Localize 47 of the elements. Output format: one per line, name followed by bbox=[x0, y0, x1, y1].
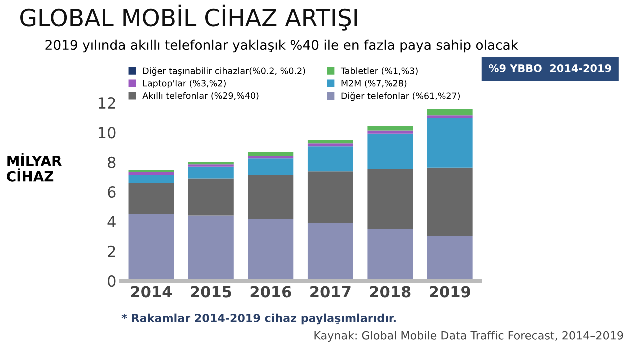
bar bbox=[188, 162, 234, 165]
y-tick-label: 6 bbox=[108, 186, 116, 198]
legend-label: Akıllı telefonlar (%29,%40) bbox=[142, 92, 259, 100]
chart-title: GLOBAL MOBİL CİHAZ ARTIŞI bbox=[20, 4, 358, 31]
text: * Rakamlar 2014-2019 cihaz paylaşımlarıdır. bbox=[122, 314, 396, 325]
y-tick-label: 2 bbox=[108, 246, 116, 258]
x-tick-label: 2019 bbox=[430, 286, 470, 298]
bar bbox=[368, 169, 414, 230]
bar bbox=[248, 174, 294, 220]
bar bbox=[188, 178, 234, 216]
y-tick-label: 0 bbox=[108, 276, 116, 288]
y-tick-label: 4 bbox=[108, 216, 116, 228]
x-tick-label: 2017 bbox=[310, 286, 351, 298]
bar bbox=[128, 183, 174, 214]
bar bbox=[368, 130, 414, 134]
chart-subtitle: 2019 yılında akıllı telefonlar yaklaşık %40 ile en fazla paya sahip olacak bbox=[46, 40, 518, 53]
bar bbox=[368, 134, 414, 170]
legend-label: Tabletler (%1,%3) bbox=[340, 68, 418, 76]
bar bbox=[427, 118, 473, 168]
bar bbox=[308, 146, 354, 172]
y-tick-label: 12 bbox=[98, 97, 116, 109]
x-tick-label: 2016 bbox=[250, 286, 292, 298]
y-tick-label: 8 bbox=[108, 156, 116, 168]
bar bbox=[128, 172, 174, 175]
bar bbox=[368, 126, 414, 131]
bar bbox=[427, 116, 473, 118]
legend-label: Diğer telefonlar (%61,%27) bbox=[342, 92, 460, 102]
bar bbox=[128, 174, 174, 184]
y-tick-label: 10 bbox=[98, 127, 116, 139]
bar bbox=[248, 156, 294, 159]
x-tick-label: 2018 bbox=[370, 286, 411, 298]
y-axis-title: MİLYAR CİHAZ bbox=[7, 153, 62, 182]
text: %9 YBBO 2014-2019 bbox=[489, 64, 612, 72]
bar bbox=[248, 158, 294, 175]
bar bbox=[308, 172, 354, 224]
text: Kaynak: Global Mobile Data Traffic Forecast, 2014–2019 bbox=[314, 331, 624, 342]
x-tick-label: 2015 bbox=[191, 286, 232, 298]
bar bbox=[188, 166, 234, 179]
legend-label: M2M (%7,%28) bbox=[342, 80, 407, 88]
x-tick-label: 2014 bbox=[131, 286, 172, 298]
bar bbox=[248, 152, 294, 156]
bar bbox=[427, 168, 473, 236]
legend-label: Diğer taşınabilir cihazlar(%0.2, %0.2) bbox=[143, 67, 306, 76]
bar bbox=[427, 109, 473, 116]
bar bbox=[308, 144, 354, 147]
legend-label: Laptop'lar (%3,%2) bbox=[143, 80, 226, 88]
bar bbox=[308, 140, 354, 144]
